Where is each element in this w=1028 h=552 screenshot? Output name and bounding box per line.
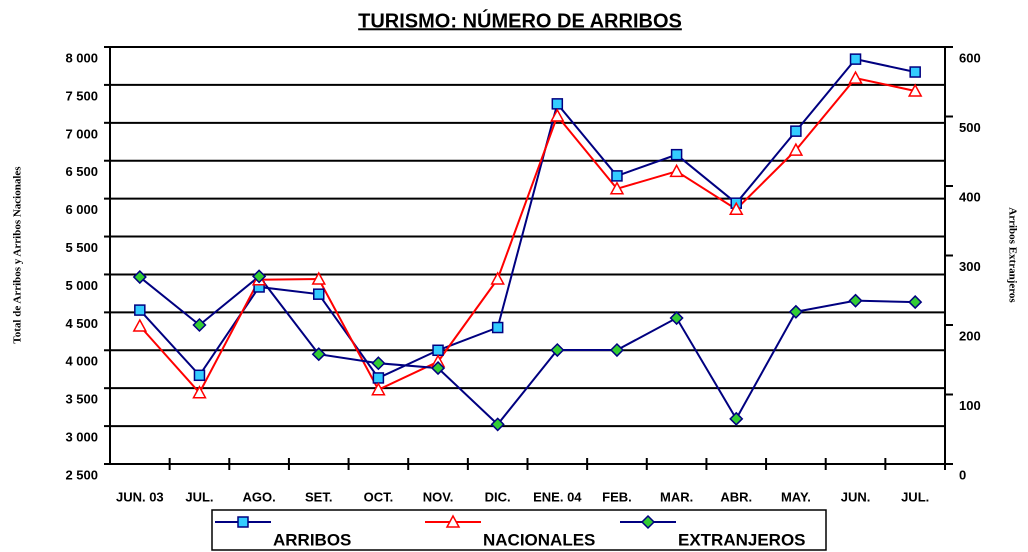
y-tick-label: 5 000 [65, 278, 98, 293]
data-point [432, 344, 444, 357]
x-tick-label: JUN. 03 [116, 489, 164, 504]
x-tick-label: JUL. [901, 489, 929, 504]
series-line [139, 58, 916, 380]
series-line [139, 76, 916, 395]
data-point [193, 369, 206, 382]
data-point [490, 271, 505, 285]
data-point [490, 417, 505, 432]
x-tick-label: SET. [305, 489, 332, 504]
legend-marker [237, 516, 249, 528]
data-point [313, 288, 325, 300]
chart-title: TURISMO: NÚMERO DE ARRIBOS [358, 8, 682, 32]
y-tick-label: 7 500 [65, 88, 98, 103]
legend-label: EXTRANJEROS [678, 530, 806, 549]
x-tick-label: MAR. [660, 489, 693, 504]
data-point [728, 201, 744, 216]
x-tick-label: ABR. [720, 489, 752, 504]
y-tick-label: 7 000 [65, 126, 98, 141]
data-point [848, 293, 863, 308]
x-tick-label: OCT. [364, 489, 394, 504]
legend-marker [640, 514, 656, 530]
y-tick-label: 6 500 [65, 164, 98, 179]
data-point [132, 318, 148, 332]
y2-tick-label: 500 [959, 120, 981, 135]
data-point [192, 385, 207, 399]
data-point [909, 66, 921, 78]
y-tick-label: 3 000 [65, 430, 98, 445]
data-point [371, 356, 386, 371]
data-point [551, 98, 564, 110]
data-point [669, 310, 684, 326]
data-point [670, 148, 683, 161]
data-point [849, 53, 862, 65]
y-tick-label: 4 500 [65, 316, 98, 331]
series-line [139, 274, 916, 426]
data-point [611, 170, 623, 182]
y-axis-label: Total de Arribos y Arribos Nacionales [12, 166, 24, 344]
y-tick-label: 4 000 [65, 354, 98, 369]
x-tick-label: DIC. [485, 489, 511, 504]
data-point [790, 125, 802, 137]
legend-box [211, 509, 827, 551]
data-point [550, 108, 565, 122]
y-tick-label: 5 500 [65, 240, 98, 255]
data-point [311, 347, 326, 362]
data-point [134, 304, 146, 316]
legend-label: NACIONALES [483, 530, 595, 549]
y2-tick-label: 0 [959, 467, 966, 482]
x-tick-label: JUL. [185, 489, 213, 504]
x-tick-label: MAY. [781, 489, 811, 504]
data-point [609, 342, 625, 358]
y2-axis-label: Arribos Extranjeros [1006, 207, 1018, 303]
y-tick-label: 3 500 [65, 392, 98, 407]
data-point [788, 142, 804, 156]
x-tick-label: JUN. [841, 489, 871, 504]
data-point [371, 382, 386, 396]
x-tick-label: ENE. 04 [533, 489, 582, 504]
y2-tick-label: 400 [959, 189, 981, 204]
data-point [550, 342, 565, 358]
legend-marker [445, 514, 461, 528]
data-point [729, 411, 744, 426]
data-point [669, 163, 684, 178]
data-point [192, 317, 207, 333]
data-point [372, 372, 385, 384]
y-tick-label: 2 500 [65, 467, 98, 482]
data-point [430, 361, 446, 376]
data-point [132, 269, 147, 285]
data-point [907, 83, 923, 97]
y2-tick-label: 600 [959, 50, 981, 65]
y2-tick-label: 200 [959, 328, 981, 343]
y-tick-label: 6 000 [65, 202, 98, 217]
x-tick-label: AGO. [242, 489, 275, 504]
y-tick-label: 8 000 [65, 50, 98, 65]
x-tick-label: NOV. [423, 489, 454, 504]
data-point [788, 304, 803, 319]
y2-tick-label: 300 [959, 259, 981, 274]
x-tick-label: FEB. [602, 489, 632, 504]
data-point [311, 271, 327, 285]
data-point [908, 295, 923, 310]
data-point [252, 269, 267, 284]
data-point [848, 70, 863, 84]
data-point [609, 181, 625, 195]
y2-tick-label: 100 [959, 398, 981, 413]
legend-label: ARRIBOS [273, 530, 351, 549]
data-point [491, 321, 504, 334]
